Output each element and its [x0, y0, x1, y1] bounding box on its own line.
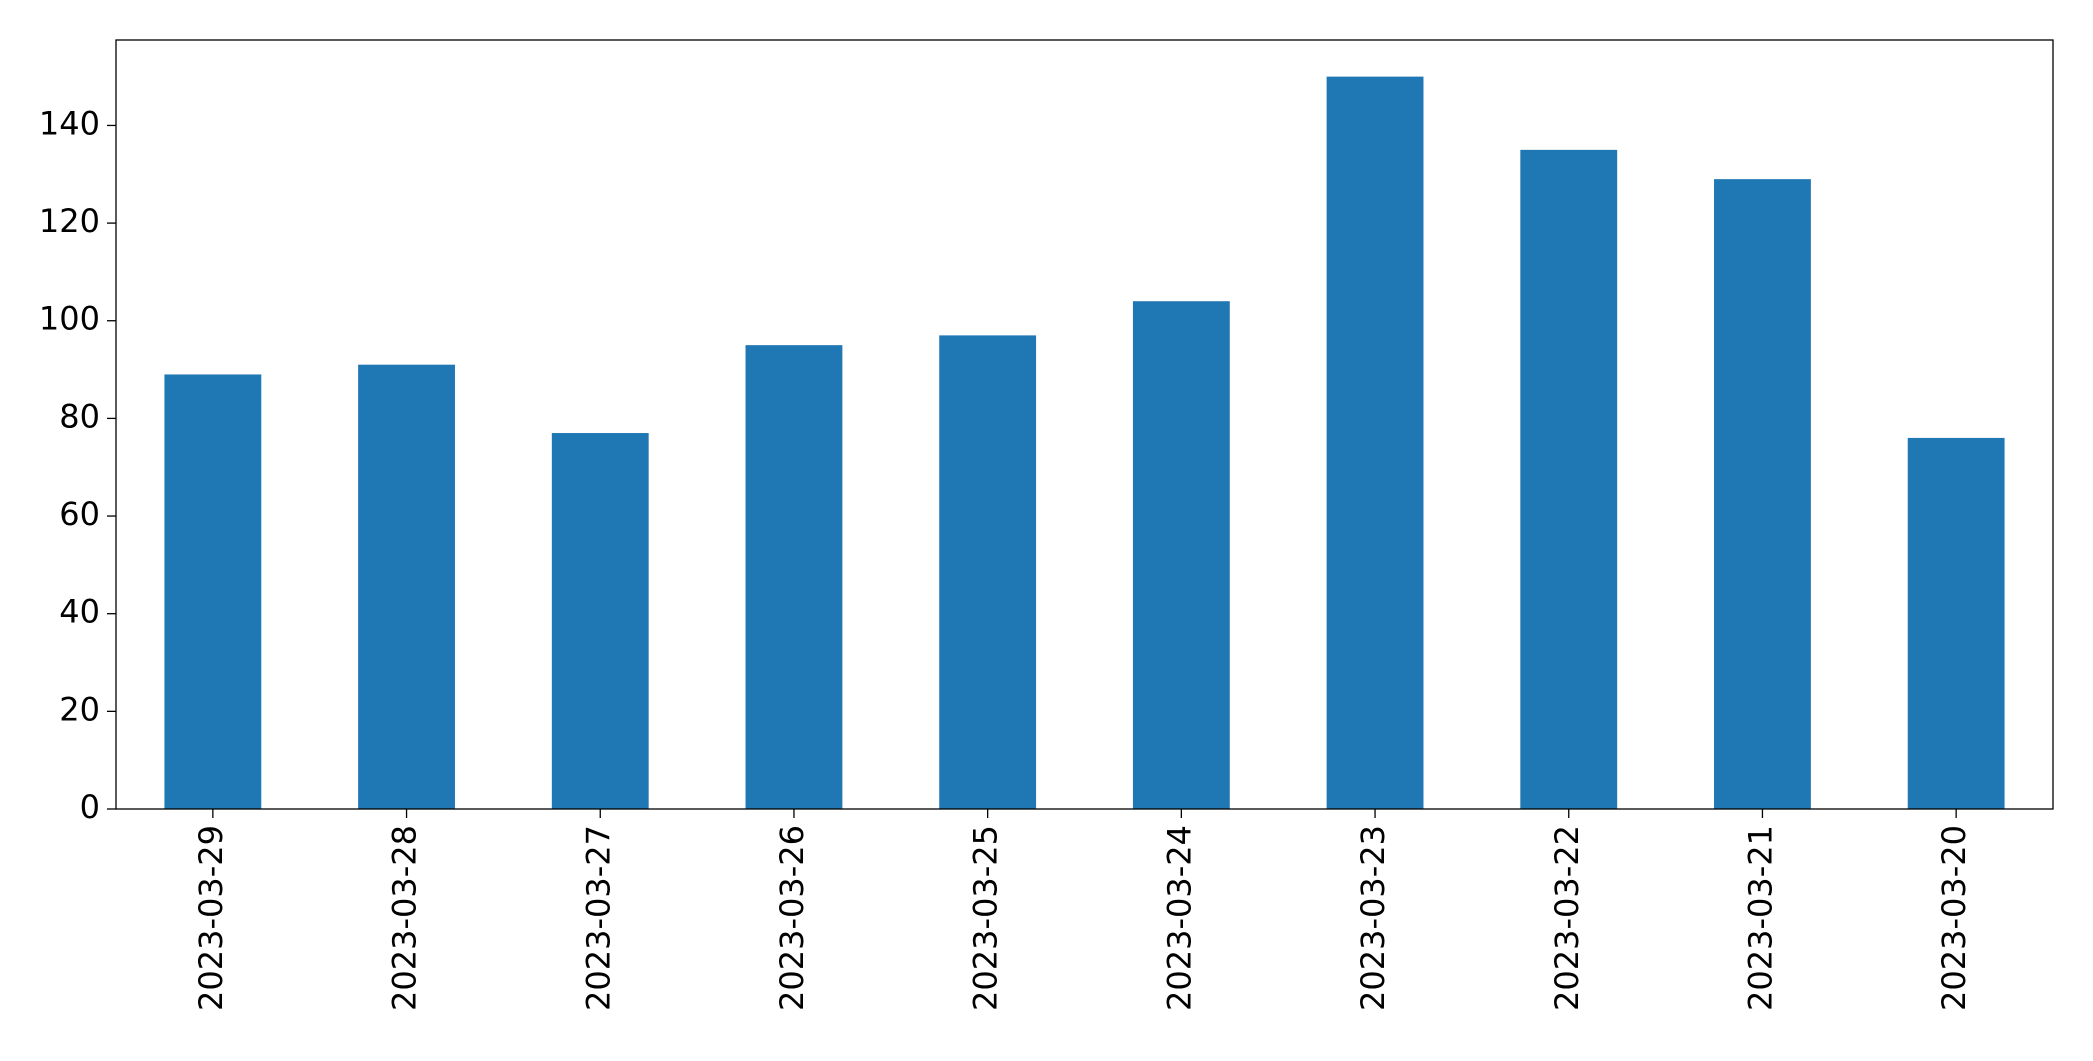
y-tick-label: 120 [39, 202, 100, 240]
y-tick-label: 20 [59, 690, 100, 728]
x-tick-label: 2023-03-26 [773, 825, 811, 1011]
bar [745, 345, 843, 809]
x-tick-label: 2023-03-29 [192, 825, 230, 1011]
bar [358, 364, 455, 809]
y-tick-label: 100 [39, 300, 100, 338]
x-tick-label: 2023-03-23 [1354, 825, 1392, 1011]
x-tick-label: 2023-03-25 [967, 825, 1005, 1011]
x-tick-label: 2023-03-27 [579, 825, 617, 1011]
bar [1520, 149, 1618, 809]
y-tick-label: 60 [59, 495, 100, 533]
y-tick-label: 80 [59, 397, 100, 435]
plot-frame [115, 39, 2054, 810]
x-tick-label: 2023-03-28 [386, 825, 424, 1011]
x-tick-label: 2023-03-21 [1741, 825, 1779, 1011]
bar [164, 374, 262, 809]
bar [939, 335, 1037, 809]
x-tick-label: 2023-03-24 [1160, 825, 1198, 1011]
bar [551, 433, 649, 809]
bar [1907, 437, 2005, 809]
bar [1326, 76, 1424, 810]
x-tick-label: 2023-03-20 [1935, 825, 1973, 1011]
y-tick-label: 40 [59, 593, 100, 631]
bar [1132, 301, 1230, 809]
y-tick-label: 140 [39, 104, 100, 142]
x-tick-label: 2023-03-22 [1548, 825, 1586, 1011]
y-tick-label: 0 [80, 788, 100, 826]
bar [1714, 179, 1811, 810]
